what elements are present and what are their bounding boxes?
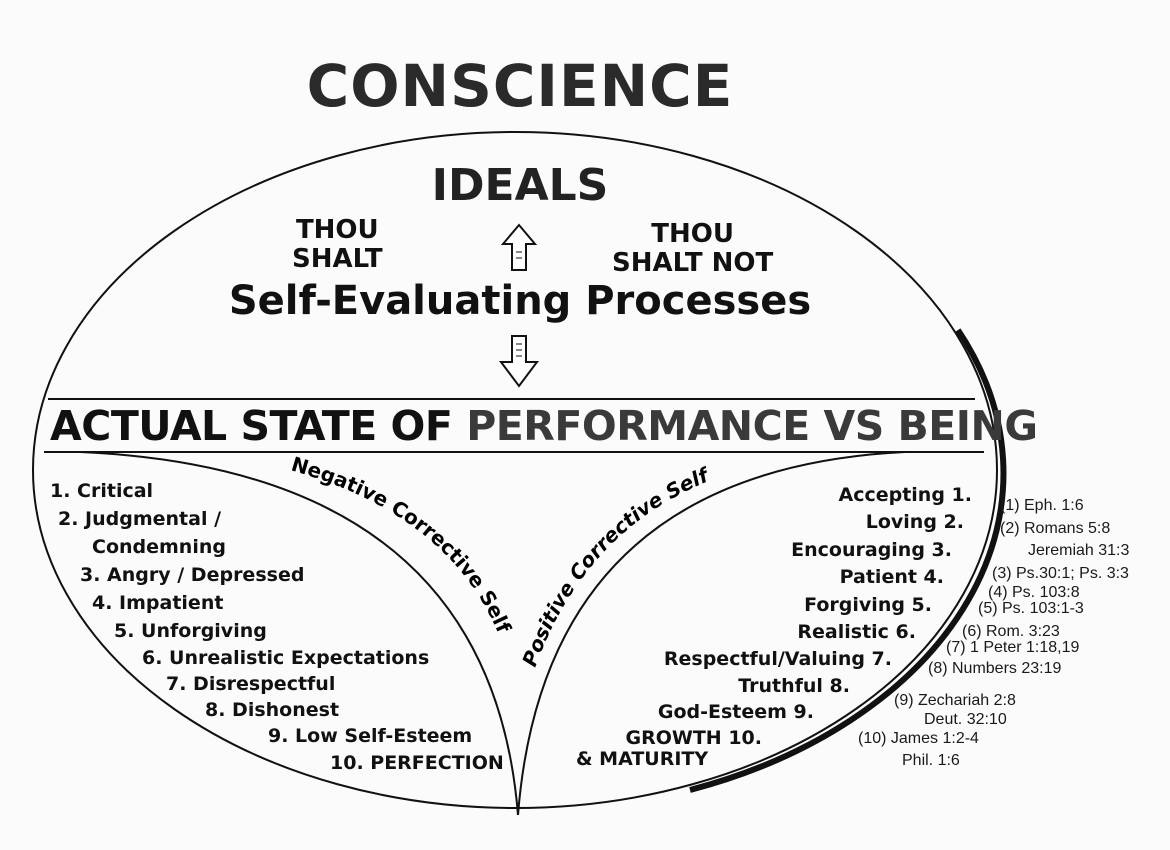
oval-shadow xyxy=(689,328,1007,793)
negative-item: 10. PERFECTION xyxy=(330,752,504,774)
negative-item: 6. Unrealistic Expectations xyxy=(142,647,430,669)
scripture-ref: (10) James 1:2-4 xyxy=(858,730,979,747)
positive-item: God-Esteem 9. xyxy=(657,701,814,723)
positive-item: Accepting 1. xyxy=(838,484,973,506)
scripture-ref: Deut. 32:10 xyxy=(924,711,1007,728)
self-evaluating-processes: Self-Evaluating Processes xyxy=(228,278,812,324)
thou-shalt: THOU SHALT xyxy=(292,216,383,274)
scripture-ref: Phil. 1:6 xyxy=(902,752,960,769)
scripture-ref: (9) Zechariah 2:8 xyxy=(894,692,1016,709)
negative-item: Condemning xyxy=(92,536,226,558)
scripture-ref: (4) Ps. 103:8 xyxy=(988,584,1080,601)
scripture-ref: (1) Eph. 1:6 xyxy=(1000,497,1084,514)
positive-curve xyxy=(517,451,906,816)
negative-item: 1. Critical xyxy=(50,480,154,502)
actual-state-heading: ACTUAL STATE OF PERFORMANCE VS BEING xyxy=(50,402,1038,450)
thou-shalt-line1: THOU xyxy=(295,215,379,245)
page-title: CONSCIENCE xyxy=(306,52,734,120)
actual-state-part1: ACTUAL STATE OF xyxy=(50,402,453,450)
negative-item: 3. Angry / Depressed xyxy=(80,564,305,586)
positive-item: Encouraging 3. xyxy=(791,539,952,561)
negative-item: 9. Low Self-Esteem xyxy=(268,725,473,747)
positive-item: Loving 2. xyxy=(865,511,964,533)
positive-item: GROWTH 10. xyxy=(625,727,762,749)
positive-item: Forgiving 5. xyxy=(804,594,932,616)
down-arrow-icon xyxy=(499,335,539,388)
positive-item: Realistic 6. xyxy=(797,621,916,643)
ideals-heading: IDEALS xyxy=(431,160,609,211)
scripture-ref: Jeremiah 31:3 xyxy=(1028,542,1130,559)
thou-shalt-not: THOU SHALT NOT xyxy=(612,220,773,278)
up-arrow-icon xyxy=(500,223,538,271)
scripture-ref: (3) Ps.30:1; Ps. 3:3 xyxy=(992,565,1129,582)
negative-item: 8. Dishonest xyxy=(205,699,340,721)
conscience-oval xyxy=(32,131,998,809)
thou-shalt-line2: SHALT xyxy=(292,244,383,274)
negative-item: 7. Disrespectful xyxy=(166,673,336,695)
negative-corrective-label: Negative Corrective Self xyxy=(289,452,516,637)
scripture-ref: (5) Ps. 103:1-3 xyxy=(978,600,1084,617)
thou-shalt-not-line2: SHALT NOT xyxy=(612,248,774,278)
scripture-ref: (8) Numbers 23:19 xyxy=(928,660,1062,677)
actual-state-part2: PERFORMANCE VS BEING xyxy=(466,402,1038,450)
positive-item: Patient 4. xyxy=(839,566,944,588)
negative-curve xyxy=(79,451,519,816)
negative-item: 5. Unforgiving xyxy=(114,620,267,642)
negative-item: 2. Judgmental / xyxy=(58,508,222,530)
scripture-ref: (6) Rom. 3:23 xyxy=(962,623,1060,640)
negative-item: 4. Impatient xyxy=(92,592,224,614)
positive-item: & MATURITY xyxy=(576,748,709,770)
positive-item: Truthful 8. xyxy=(738,675,850,697)
thou-shalt-not-line1: THOU xyxy=(651,219,734,249)
positive-item: Respectful/Valuing 7. xyxy=(663,648,892,670)
scripture-ref: (7) 1 Peter 1:18,19 xyxy=(946,639,1080,656)
scripture-ref: (2) Romans 5:8 xyxy=(1000,520,1111,537)
